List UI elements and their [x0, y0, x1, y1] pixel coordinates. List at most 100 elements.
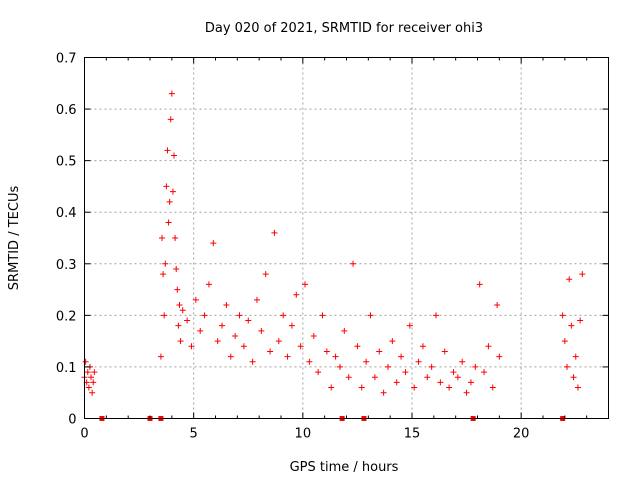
- data-point: [406, 322, 413, 329]
- data-point: [570, 374, 577, 381]
- data-point: [446, 384, 453, 391]
- data-point: [402, 369, 409, 376]
- data-point: [89, 389, 96, 396]
- x-tick-label: 20: [513, 427, 530, 442]
- data-point: [437, 379, 444, 386]
- data-point: [85, 384, 92, 391]
- data-point: [91, 369, 98, 376]
- data-point: [564, 363, 571, 370]
- data-point: [566, 276, 573, 283]
- data-point: [82, 358, 89, 365]
- data-point: [201, 312, 208, 319]
- data-point: [188, 343, 195, 350]
- data-point: [173, 265, 180, 272]
- data-point: [219, 322, 226, 329]
- data-point: [441, 348, 448, 355]
- data-point: [380, 389, 387, 396]
- data-point: [174, 286, 181, 293]
- data-point: [315, 369, 322, 376]
- data-point: [310, 332, 317, 339]
- data-point: [232, 332, 239, 339]
- data-point: [177, 338, 184, 345]
- data-point: [574, 384, 581, 391]
- data-point: [176, 302, 183, 309]
- data-point: [179, 307, 186, 314]
- data-point: [240, 343, 247, 350]
- data-point: [467, 379, 474, 386]
- data-point: [371, 374, 378, 381]
- data-point: [166, 198, 173, 205]
- x-axis-ticks: 0 5 10 15 20: [80, 57, 588, 442]
- data-point: [393, 379, 400, 386]
- data-point: [197, 327, 204, 334]
- data-point: [350, 260, 357, 267]
- y-tick-label: 0.6: [56, 103, 77, 118]
- data-point: [284, 353, 291, 360]
- data-point: [336, 363, 343, 370]
- y-axis-ticks: 0 0.1 0.2 0.3 0.4 0.5 0.6 0.7: [56, 52, 609, 428]
- y-tick-label: 0: [68, 413, 76, 428]
- y-tick-label: 0.5: [56, 155, 77, 170]
- data-point: [424, 374, 431, 381]
- data-point: [175, 322, 182, 329]
- data-point: [271, 229, 278, 236]
- grid: [84, 57, 609, 419]
- data-point: [494, 302, 501, 309]
- data-point: [319, 312, 326, 319]
- data-point: [472, 363, 479, 370]
- data-point: [415, 358, 422, 365]
- data-point: [389, 338, 396, 345]
- data-point: [306, 358, 313, 365]
- data-point: [476, 281, 483, 288]
- data-points: [81, 90, 586, 396]
- data-point: [267, 348, 274, 355]
- data-point: [485, 343, 492, 350]
- data-point: [354, 343, 361, 350]
- x-axis-title: GPS time / hours: [290, 460, 399, 475]
- data-point: [419, 343, 426, 350]
- data-point: [192, 296, 199, 303]
- data-point: [164, 147, 171, 154]
- data-point: [162, 260, 169, 267]
- data-point: [160, 271, 167, 278]
- data-point: [210, 240, 217, 247]
- y-tick-label: 0.2: [56, 309, 77, 324]
- x-tick-label: 0: [80, 427, 88, 442]
- data-point: [88, 374, 95, 381]
- data-point: [293, 291, 300, 298]
- y-tick-label: 0.1: [56, 361, 77, 376]
- data-point: [288, 322, 295, 329]
- data-point: [159, 235, 166, 241]
- y-tick-label: 0.7: [56, 52, 77, 67]
- data-point: [579, 271, 586, 278]
- data-point: [253, 296, 260, 303]
- data-point: [561, 338, 568, 345]
- data-point: [157, 353, 164, 360]
- chart-title: Day 020 of 2021, SRMTID for receiver ohi…: [205, 21, 483, 36]
- data-point: [227, 353, 234, 360]
- data-point: [163, 183, 170, 190]
- data-point: [167, 116, 174, 123]
- data-point: [450, 369, 457, 376]
- x-tick-label: 5: [190, 427, 198, 442]
- x-tick-label: 15: [404, 427, 421, 442]
- data-point: [245, 317, 252, 324]
- data-point: [168, 90, 175, 97]
- data-point: [345, 374, 352, 381]
- data-point: [332, 353, 339, 360]
- data-point: [328, 384, 335, 391]
- data-point: [398, 353, 405, 360]
- data-point: [172, 235, 179, 241]
- data-point: [165, 219, 172, 226]
- data-point: [411, 384, 418, 391]
- data-point: [376, 348, 383, 355]
- data-point: [496, 353, 503, 360]
- data-point: [161, 312, 168, 319]
- data-point: [302, 281, 309, 288]
- y-tick-label: 0.3: [56, 258, 77, 273]
- data-point: [384, 363, 391, 370]
- data-point: [489, 384, 496, 391]
- data-point: [358, 384, 365, 391]
- x-tick-label: 10: [295, 427, 312, 442]
